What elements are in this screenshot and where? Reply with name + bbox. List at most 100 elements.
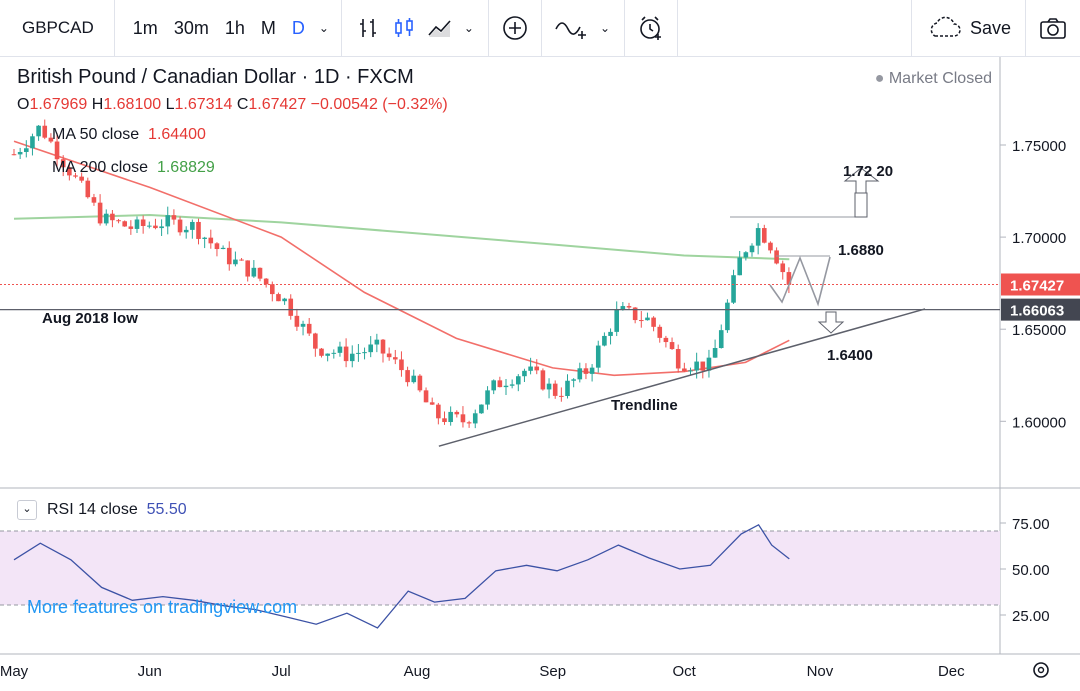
symbol-search-button[interactable]: GBPCAD <box>0 0 115 56</box>
rsi-tick-label: 50.00 <box>1012 562 1050 579</box>
arrow-up-icon <box>843 167 880 194</box>
candle-body <box>91 197 97 203</box>
candle-body <box>602 335 607 346</box>
chevron-down-icon[interactable]: ⌄ <box>318 21 329 35</box>
candle-body <box>528 366 533 371</box>
candle-body <box>645 317 650 321</box>
interval-day[interactable]: D <box>291 17 305 38</box>
candle-body <box>442 418 447 423</box>
candle-body <box>190 221 195 230</box>
candle-body <box>343 346 349 362</box>
candle-body <box>429 402 435 405</box>
candle-body <box>147 225 152 227</box>
candle-body <box>423 390 429 403</box>
promo-link[interactable]: More features on tradingview.com <box>27 597 298 617</box>
annotation-label: 1.6400 <box>827 347 873 364</box>
time-tick-label: Nov <box>807 663 834 680</box>
candle-body <box>153 225 158 229</box>
area-icon[interactable] <box>422 10 458 46</box>
candle-body <box>233 259 238 265</box>
candle-body <box>386 353 392 358</box>
save-button[interactable]: Save <box>910 0 1026 56</box>
candle-body <box>589 367 595 374</box>
last-price-badge <box>1001 273 1080 296</box>
candle-body <box>294 315 300 327</box>
candle-body <box>288 298 294 316</box>
candle-body <box>257 267 263 279</box>
time-tick-label: Jul <box>272 663 291 680</box>
candle-body <box>737 257 742 276</box>
interval-30m[interactable]: 30m <box>173 17 209 38</box>
candle-body <box>214 243 220 250</box>
candles-icon[interactable] <box>386 10 422 46</box>
price-change: −0.00542 (−0.32%) <box>310 96 448 113</box>
candle-body <box>712 348 718 358</box>
alert-clock-icon[interactable] <box>633 10 669 46</box>
interval-month[interactable]: M <box>260 17 276 38</box>
ma50-legend[interactable]: MA 50 close 1.64400 <box>52 126 206 143</box>
candle-body <box>639 320 644 322</box>
candle-body <box>682 368 687 372</box>
chevron-down-icon[interactable]: ⌄ <box>463 21 474 35</box>
candle-body <box>694 361 699 371</box>
candle-body <box>30 136 35 149</box>
candle-body <box>516 376 521 385</box>
candle-body <box>743 252 749 258</box>
screenshot-button[interactable] <box>1026 0 1080 56</box>
candle-body <box>651 317 656 327</box>
compare-group <box>489 0 542 56</box>
candle-body <box>534 366 540 371</box>
candle-body <box>17 151 23 155</box>
candle-body <box>183 229 189 233</box>
candle-body <box>36 125 41 137</box>
interval-group: 1m 30m 1h M D ⌄ <box>115 0 342 56</box>
aug-low-badge <box>1001 298 1080 321</box>
compare-add-icon[interactable] <box>497 10 533 46</box>
interval-1h[interactable]: 1h <box>224 17 245 38</box>
candle-body <box>362 352 367 354</box>
price-tick-label: 1.60000 <box>1012 414 1066 431</box>
candle-body <box>85 180 91 198</box>
candle-body <box>565 380 570 397</box>
bar-style-icon[interactable] <box>350 10 386 46</box>
candle-body <box>208 237 214 244</box>
candle-body <box>780 263 786 273</box>
candle-body <box>626 306 632 308</box>
candle-body <box>128 226 134 229</box>
annotation-label: 1.6880 <box>838 242 884 259</box>
candle-body <box>405 370 410 383</box>
chevron-down-icon[interactable]: ⌄ <box>599 21 611 35</box>
toolbar-right: Save <box>910 0 1080 56</box>
rsi-tick-label: 75.00 <box>1012 516 1050 533</box>
interval-1m[interactable]: 1m <box>132 17 158 38</box>
chevron-down-icon[interactable]: ⌄ <box>17 500 37 520</box>
candle-body <box>270 284 275 295</box>
arrow-down-icon <box>817 311 845 334</box>
candle-body <box>706 357 712 371</box>
candle-body <box>24 148 29 152</box>
indicators-icon[interactable] <box>550 10 594 46</box>
settings-gear-icon[interactable] <box>1033 662 1049 678</box>
candle-body <box>300 323 306 327</box>
candle-body <box>768 242 773 251</box>
rsi-legend[interactable]: ⌄ RSI 14 close 55.50 <box>17 500 187 520</box>
gear-ring <box>1033 662 1049 678</box>
candle-body <box>448 411 453 423</box>
candle-body <box>632 307 638 321</box>
chart-style-group: ⌄ <box>342 0 489 56</box>
candle-body <box>42 125 48 138</box>
ma200-value: 1.68829 <box>156 159 215 176</box>
candle-body <box>122 221 127 227</box>
ma200-legend[interactable]: MA 200 close 1.68829 <box>52 159 215 176</box>
candle-body <box>774 250 779 264</box>
ohlc-values: O1.67969 H1.68100 L1.67314 C1.67427 −0.0… <box>17 96 448 113</box>
candle-body <box>466 422 472 424</box>
candle-body <box>417 375 423 391</box>
trendline <box>438 308 926 447</box>
candle-body <box>54 141 60 160</box>
rsi-band <box>0 531 1000 605</box>
price-tick-label: 1.70000 <box>1012 230 1066 247</box>
candle-body <box>485 390 490 405</box>
ma50-value: 1.64400 <box>148 126 206 143</box>
cloud-save-icon <box>930 16 961 37</box>
